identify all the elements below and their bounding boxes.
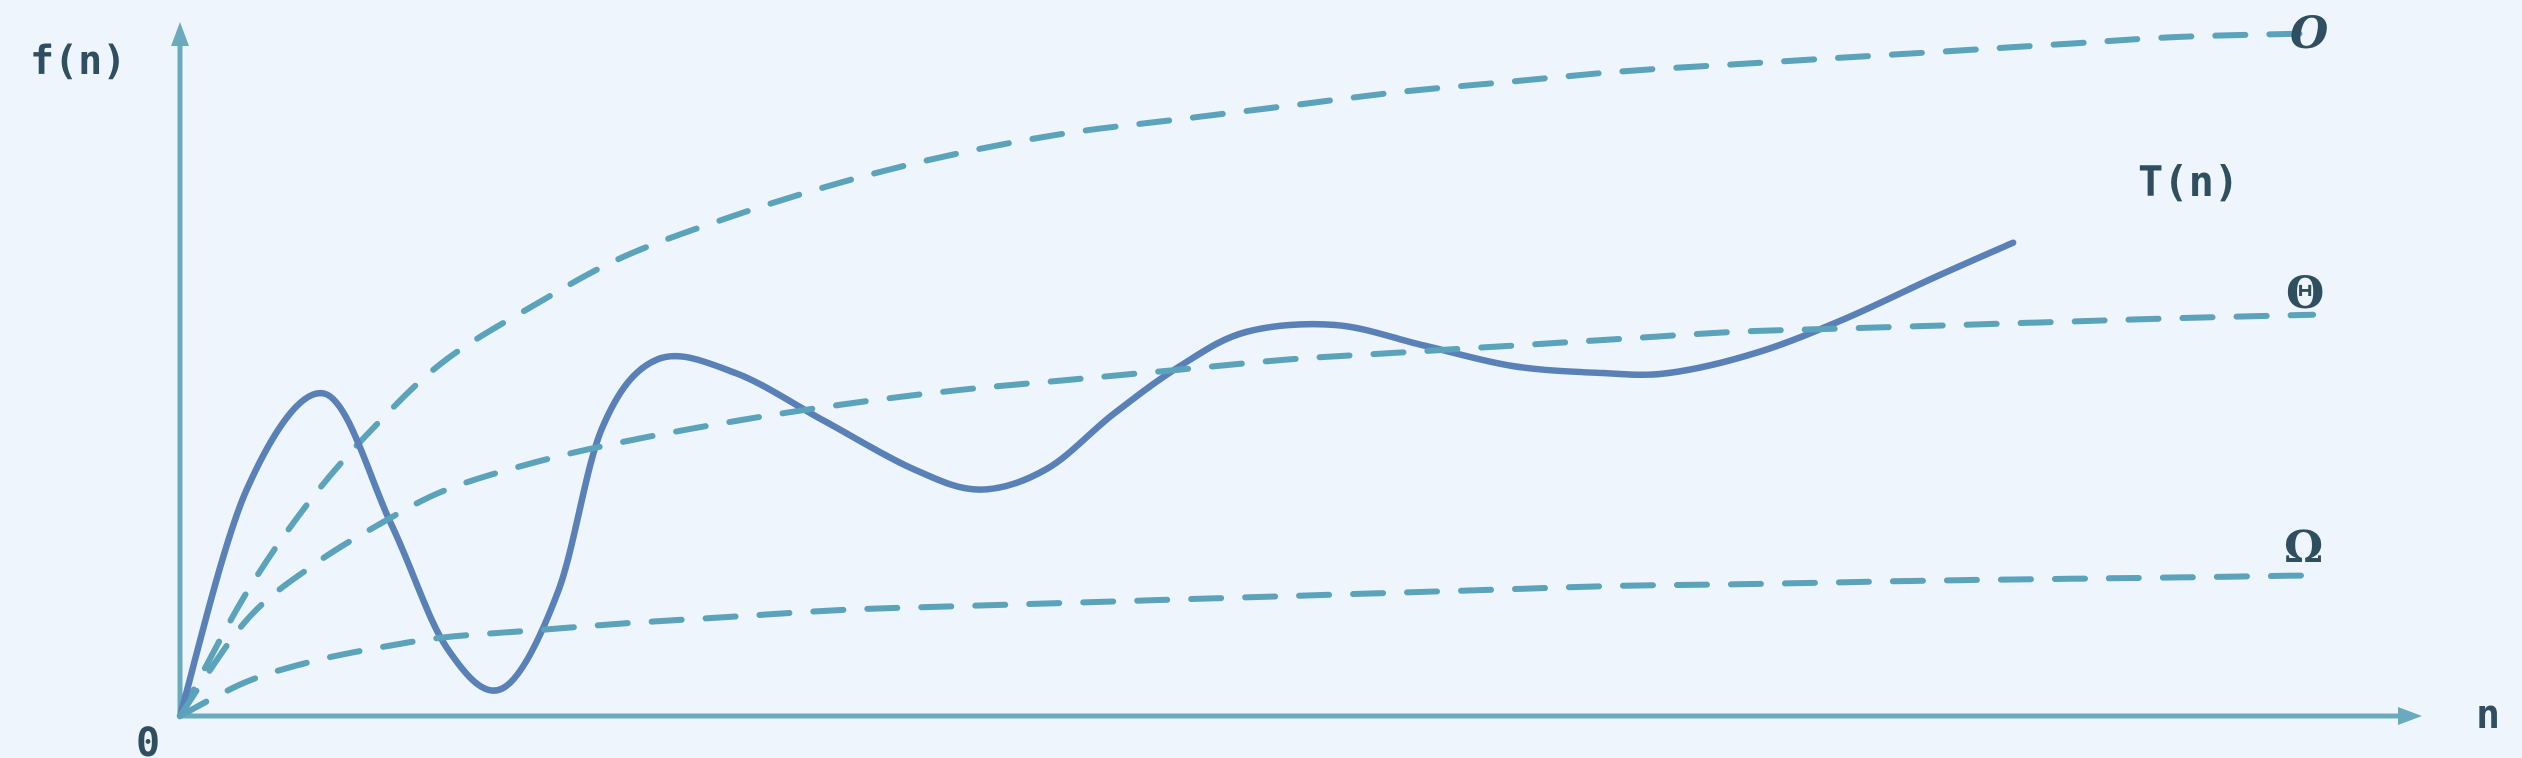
x-axis-label: n	[2476, 692, 2500, 738]
series-layer	[176, 30, 2317, 720]
y-axis-label: f(n)	[30, 38, 126, 84]
y-axis-arrow-icon	[171, 22, 189, 46]
theta-curve	[177, 311, 2317, 719]
x-axis-arrow-icon	[2398, 707, 2422, 725]
omega-label: Ω	[2284, 522, 2323, 573]
t-of-n-label: T(n)	[2138, 157, 2239, 206]
big-o-curve	[177, 30, 2317, 719]
t-of-n-curve	[176, 239, 2017, 720]
omega-curve	[177, 572, 2317, 719]
origin-label: 0	[136, 720, 160, 758]
theta-label: Θ	[2286, 268, 2324, 319]
big-o-label: O	[2290, 8, 2328, 59]
